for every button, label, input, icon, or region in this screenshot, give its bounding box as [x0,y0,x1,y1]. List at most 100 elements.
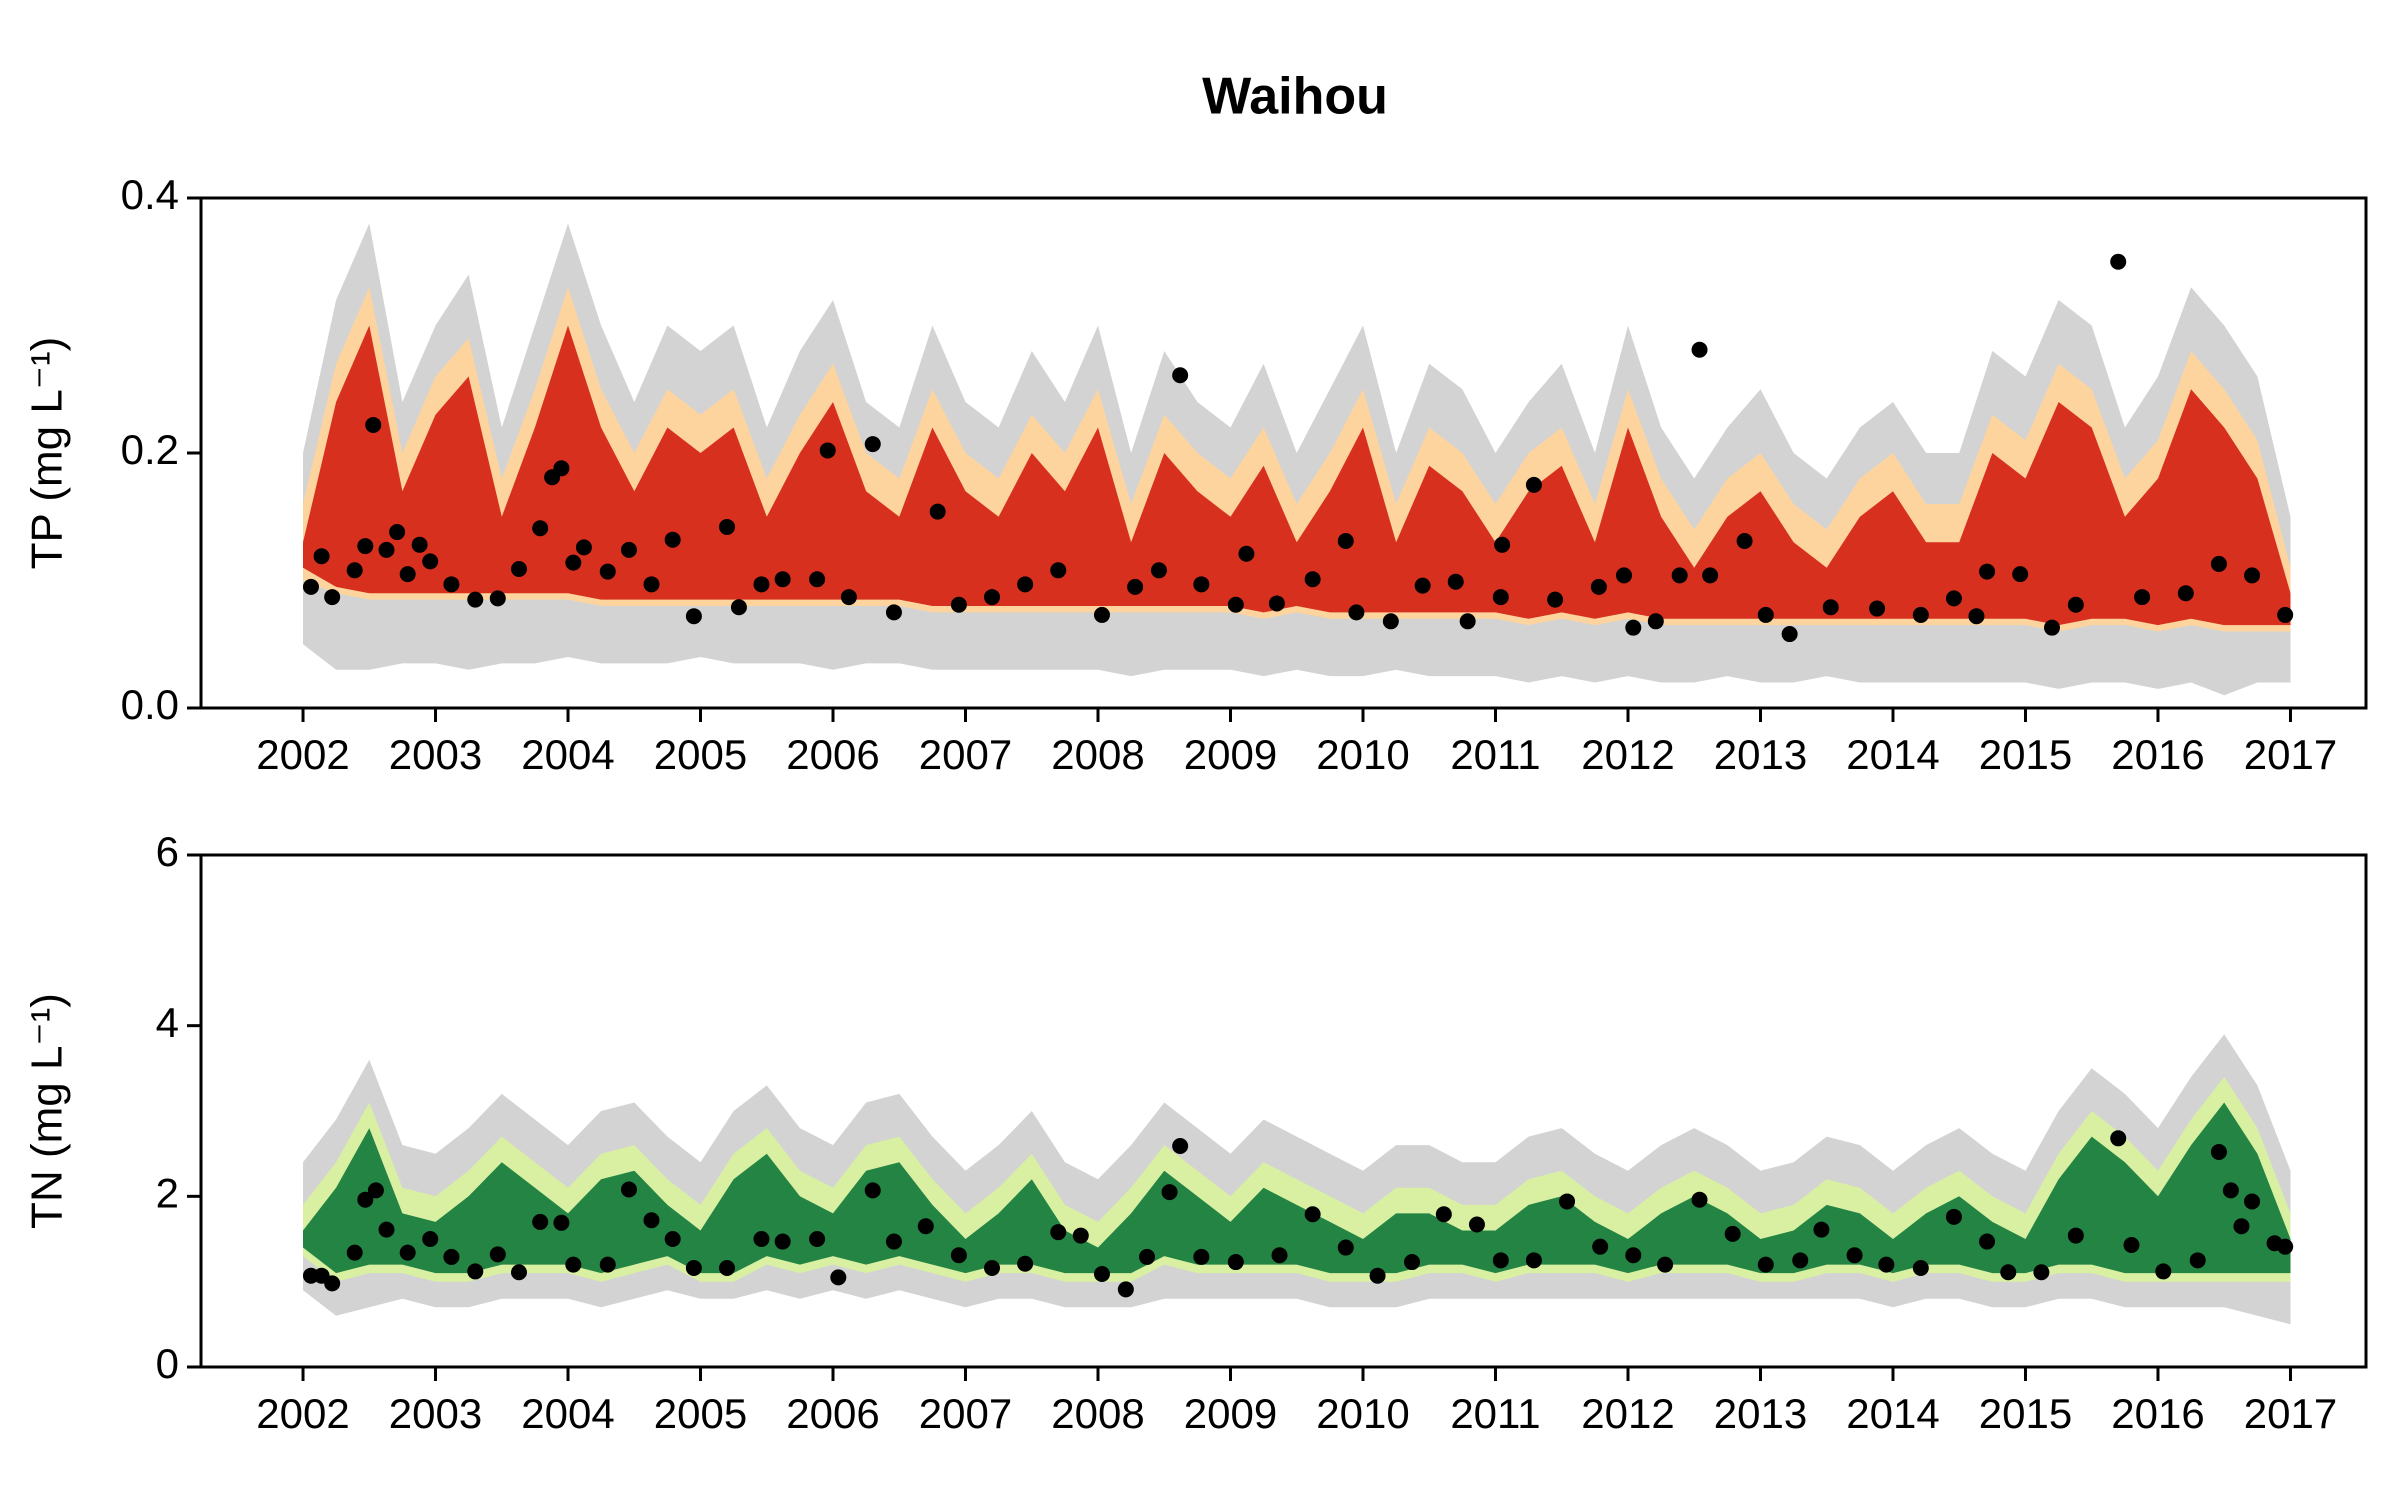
x-tick-label: 2007 [919,1390,1012,1437]
observation-point [2134,589,2151,606]
observation-point [1757,1256,1774,1273]
x-tick-label: 2016 [2111,1390,2204,1437]
x-tick-label: 2016 [2111,731,2204,778]
observation-point [1724,1225,1741,1242]
observation-point [730,599,747,616]
x-tick-label: 2004 [521,731,614,778]
observation-point [664,1231,681,1247]
observation-point [1304,1206,1321,1223]
observation-point [1404,1254,1421,1271]
observation-point [1822,599,1839,616]
y-tick-label: 0.2 [121,426,179,473]
observation-point [1945,590,1962,607]
observation-point [489,1246,506,1263]
observation-point [599,563,616,580]
y-tick-label: 0.4 [121,171,179,218]
observation-point [1625,1247,1642,1264]
observation-point [1337,532,1354,549]
observation-point [532,1213,549,1230]
observation-point [1435,1206,1452,1223]
observation-point [1459,613,1476,630]
observation-point [1017,576,1034,593]
observation-point [620,541,637,558]
observation-point [1139,1248,1156,1265]
observation-point [357,1191,374,1208]
observation-point [1968,608,1985,625]
x-tick-label: 2005 [654,1390,747,1437]
observation-point [809,571,826,588]
observation-point [1912,606,1929,623]
y-tick-label: 0 [156,1340,179,1387]
x-tick-label: 2011 [1450,1390,1540,1437]
observation-point [399,566,416,583]
observation-point [917,1218,934,1235]
observation-point [489,590,506,607]
observation-point [443,1248,460,1265]
observation-point [2033,1264,2050,1281]
observation-point [1348,604,1365,621]
observation-point [685,1260,702,1277]
plot-area [303,1034,2291,1325]
observation-point [1093,1265,1110,1282]
observation-point [2277,1238,2294,1255]
observation-point [1647,613,1664,630]
observation-point [753,1231,770,1247]
x-tick-label: 2014 [1846,731,1939,778]
observation-point [1369,1267,1386,1284]
observation-point [1093,606,1110,623]
observation-point [532,520,549,537]
observation-point [1172,1137,1189,1154]
observation-point [719,1260,736,1277]
observation-point [1468,1216,1485,1233]
x-tick-label: 2010 [1316,731,1409,778]
observation-point [1017,1255,1034,1272]
y-axis-label: TP (mg L⁻¹) [23,337,72,570]
y-tick-label: 0.0 [121,681,179,728]
observation-point [1161,1184,1178,1201]
y-axis-label: TN (mg L⁻¹) [23,993,72,1229]
observation-point [1616,567,1633,584]
observation-point [510,561,527,578]
observation-point [2067,1227,2084,1244]
observation-point [357,538,374,555]
observation-point [1547,591,1564,608]
observation-point [367,1182,384,1199]
observation-point [2233,1218,2250,1235]
observation-point [864,1182,881,1199]
x-tick-label: 2009 [1184,731,1277,778]
observation-point [2110,1130,2127,1147]
observation-point [1337,1239,1354,1256]
observation-point [2000,1264,2017,1281]
x-tick-label: 2013 [1714,731,1807,778]
x-tick-label: 2015 [1979,731,2072,778]
observation-point [2043,619,2060,636]
observation-point [2012,566,2029,583]
observation-point [885,1233,902,1250]
observation-point [2244,1193,2261,1210]
x-tick-label: 2008 [1051,731,1144,778]
observation-point [565,1256,582,1273]
x-tick-label: 2009 [1184,1390,1277,1437]
observation-point [753,576,770,593]
observation-point [1050,562,1067,579]
observation-point [643,576,660,593]
x-tick-label: 2006 [786,731,879,778]
observation-point [1979,563,1996,580]
observation-point [1525,476,1542,493]
x-tick-label: 2013 [1714,1390,1807,1437]
observation-point [378,1221,395,1238]
observation-point [1072,1227,1089,1244]
observation-point [1525,1252,1542,1269]
observation-point [664,531,681,548]
observation-point [1592,1238,1609,1255]
observation-point [1117,1281,1134,1298]
observation-point [1912,1260,1929,1277]
observation-point [1878,1256,1895,1273]
plot-area [303,223,2291,696]
observation-point [467,591,484,608]
observation-point [1050,1224,1067,1241]
observation-point [643,1212,660,1229]
observation-point [1304,571,1321,588]
observation-point [929,503,946,520]
